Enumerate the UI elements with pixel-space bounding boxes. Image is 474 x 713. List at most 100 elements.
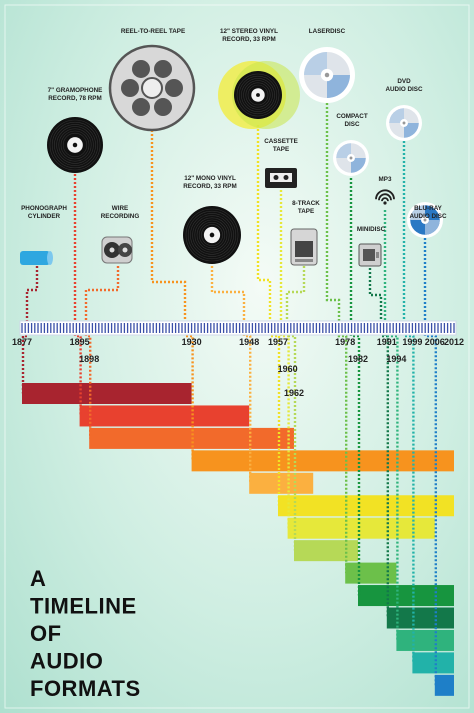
label-line: RECORD, 33 RPM <box>183 183 237 190</box>
bar-cd <box>358 585 454 607</box>
label-eighttrack: 8-TRACK TAPE <box>292 200 320 215</box>
connector-cassette <box>279 190 290 529</box>
wire-recording-icon <box>101 236 133 264</box>
label-line: MP3 <box>379 176 392 183</box>
title-line: OF <box>30 621 62 646</box>
label-line: PHONOGRAPH <box>21 205 67 212</box>
compact-disc-icon <box>333 140 369 176</box>
connector-dvd <box>402 141 415 663</box>
connector-wire <box>84 266 120 439</box>
label-wire: WIRE RECORDING <box>101 205 140 220</box>
label-line: 12" MONO VINYL <box>184 175 236 182</box>
label-line: RECORD, 33 RPM <box>222 36 276 43</box>
label-line: DISC <box>344 121 359 128</box>
year-label-1982: 1982 <box>348 354 368 364</box>
label-laserdisc: LASERDISC <box>309 28 346 35</box>
year-label-1960: 1960 <box>278 364 298 374</box>
poster-frame <box>4 4 470 709</box>
label-mp3: MP3 <box>379 176 392 183</box>
label-line: CYLINDER <box>28 213 61 220</box>
label-line: LASERDISC <box>309 28 346 35</box>
label-mono: 12" MONO VINYL RECORD, 33 RPM <box>183 175 237 190</box>
label-line: DVD <box>397 78 411 85</box>
eight-track-icon <box>290 228 318 266</box>
bar-laserdisc <box>345 562 397 584</box>
connector-laserdisc <box>325 103 348 574</box>
year-label-1978: 1978 <box>335 337 355 347</box>
label-cd: COMPACT DISC <box>336 113 368 128</box>
dvd-audio-icon <box>386 105 422 141</box>
connector-phonograph <box>21 266 39 394</box>
connector-eighttrack <box>285 266 306 551</box>
title-line: FORMATS <box>30 676 141 701</box>
connector-cd <box>349 178 361 596</box>
label-line: 8-TRACK <box>292 200 320 207</box>
year-label-1895: 1895 <box>70 337 90 347</box>
title-line: AUDIO <box>30 649 103 674</box>
label-line: COMPACT <box>336 113 368 120</box>
bar-bluray <box>434 674 454 696</box>
mono-vinyl-icon <box>183 206 241 264</box>
year-label-1999: 1999 <box>402 337 422 347</box>
label-phonograph: PHONOGRAPH CYLINDER <box>21 205 67 220</box>
connector-lines <box>21 103 437 686</box>
bar-reel <box>191 450 454 472</box>
title-line: A <box>30 566 46 591</box>
bar-mono <box>249 472 314 494</box>
label-line: AUDIO DISC <box>409 213 447 220</box>
bar-mp3 <box>396 629 454 651</box>
bar-stereo <box>278 495 454 517</box>
year-label-1991: 1991 <box>377 337 397 347</box>
label-line: TAPE <box>298 208 314 215</box>
label-line: 12" STEREO VINYL <box>220 28 278 35</box>
connector-mp3 <box>383 210 399 641</box>
label-line: RECORD, 78 RPM <box>48 95 102 102</box>
minidisc-icon <box>358 243 382 267</box>
label-minidisc: MINIDISC <box>357 226 386 233</box>
blu-ray-icon <box>407 202 443 238</box>
label-dvd: DVD AUDIO DISC <box>385 78 423 93</box>
year-label-2006: 2006 <box>425 337 445 347</box>
label-stereo: 12" STEREO VINYL RECORD, 33 RPM <box>220 28 278 43</box>
year-label-1957: 1957 <box>268 337 288 347</box>
label-line: CASSETTE <box>264 138 298 145</box>
axis-strip <box>19 320 457 336</box>
connector-bluray <box>423 238 437 686</box>
label-line: WIRE <box>112 205 128 212</box>
bar-eighttrack <box>294 540 358 562</box>
bar-minidisc <box>386 607 454 629</box>
duration-bars <box>22 383 454 696</box>
connector-reel <box>150 130 194 461</box>
reel-to-reel-icon <box>108 44 196 132</box>
connector-stereo <box>256 125 281 506</box>
label-gramophone: 7" GRAMOPHONE RECORD, 78 RPM <box>48 87 103 102</box>
label-line: REEL-TO-REEL TAPE <box>121 28 185 35</box>
format-icons <box>20 44 443 267</box>
timeline-axis <box>19 320 457 336</box>
label-line: MINIDISC <box>357 226 386 233</box>
connector-gramophone <box>73 170 82 416</box>
label-reel: REEL-TO-REEL TAPE <box>121 28 185 35</box>
connector-mono <box>210 258 252 484</box>
label-line: BLU-RAY <box>414 205 443 212</box>
bar-phonograph <box>22 383 192 404</box>
gramophone-record-icon <box>47 117 103 173</box>
year-label-1877: 1877 <box>12 337 32 347</box>
label-line: AUDIO DISC <box>385 86 423 93</box>
year-label-1994: 1994 <box>386 354 406 364</box>
year-label-1948: 1948 <box>239 337 259 347</box>
label-bluray: BLU-RAY AUDIO DISC <box>409 205 447 220</box>
label-cassette: CASSETTE TAPE <box>264 138 298 153</box>
label-line: TAPE <box>273 146 289 153</box>
year-label-1898: 1898 <box>79 354 99 364</box>
bar-gramophone <box>79 405 250 427</box>
year-label-1962: 1962 <box>284 388 304 398</box>
title-line: TIMELINE <box>30 594 137 619</box>
wifi-icon <box>375 189 395 205</box>
stereo-vinyl-icon <box>218 61 300 129</box>
label-line: 7" GRAMOPHONE <box>48 87 103 94</box>
cassette-tape-icon <box>265 168 297 188</box>
